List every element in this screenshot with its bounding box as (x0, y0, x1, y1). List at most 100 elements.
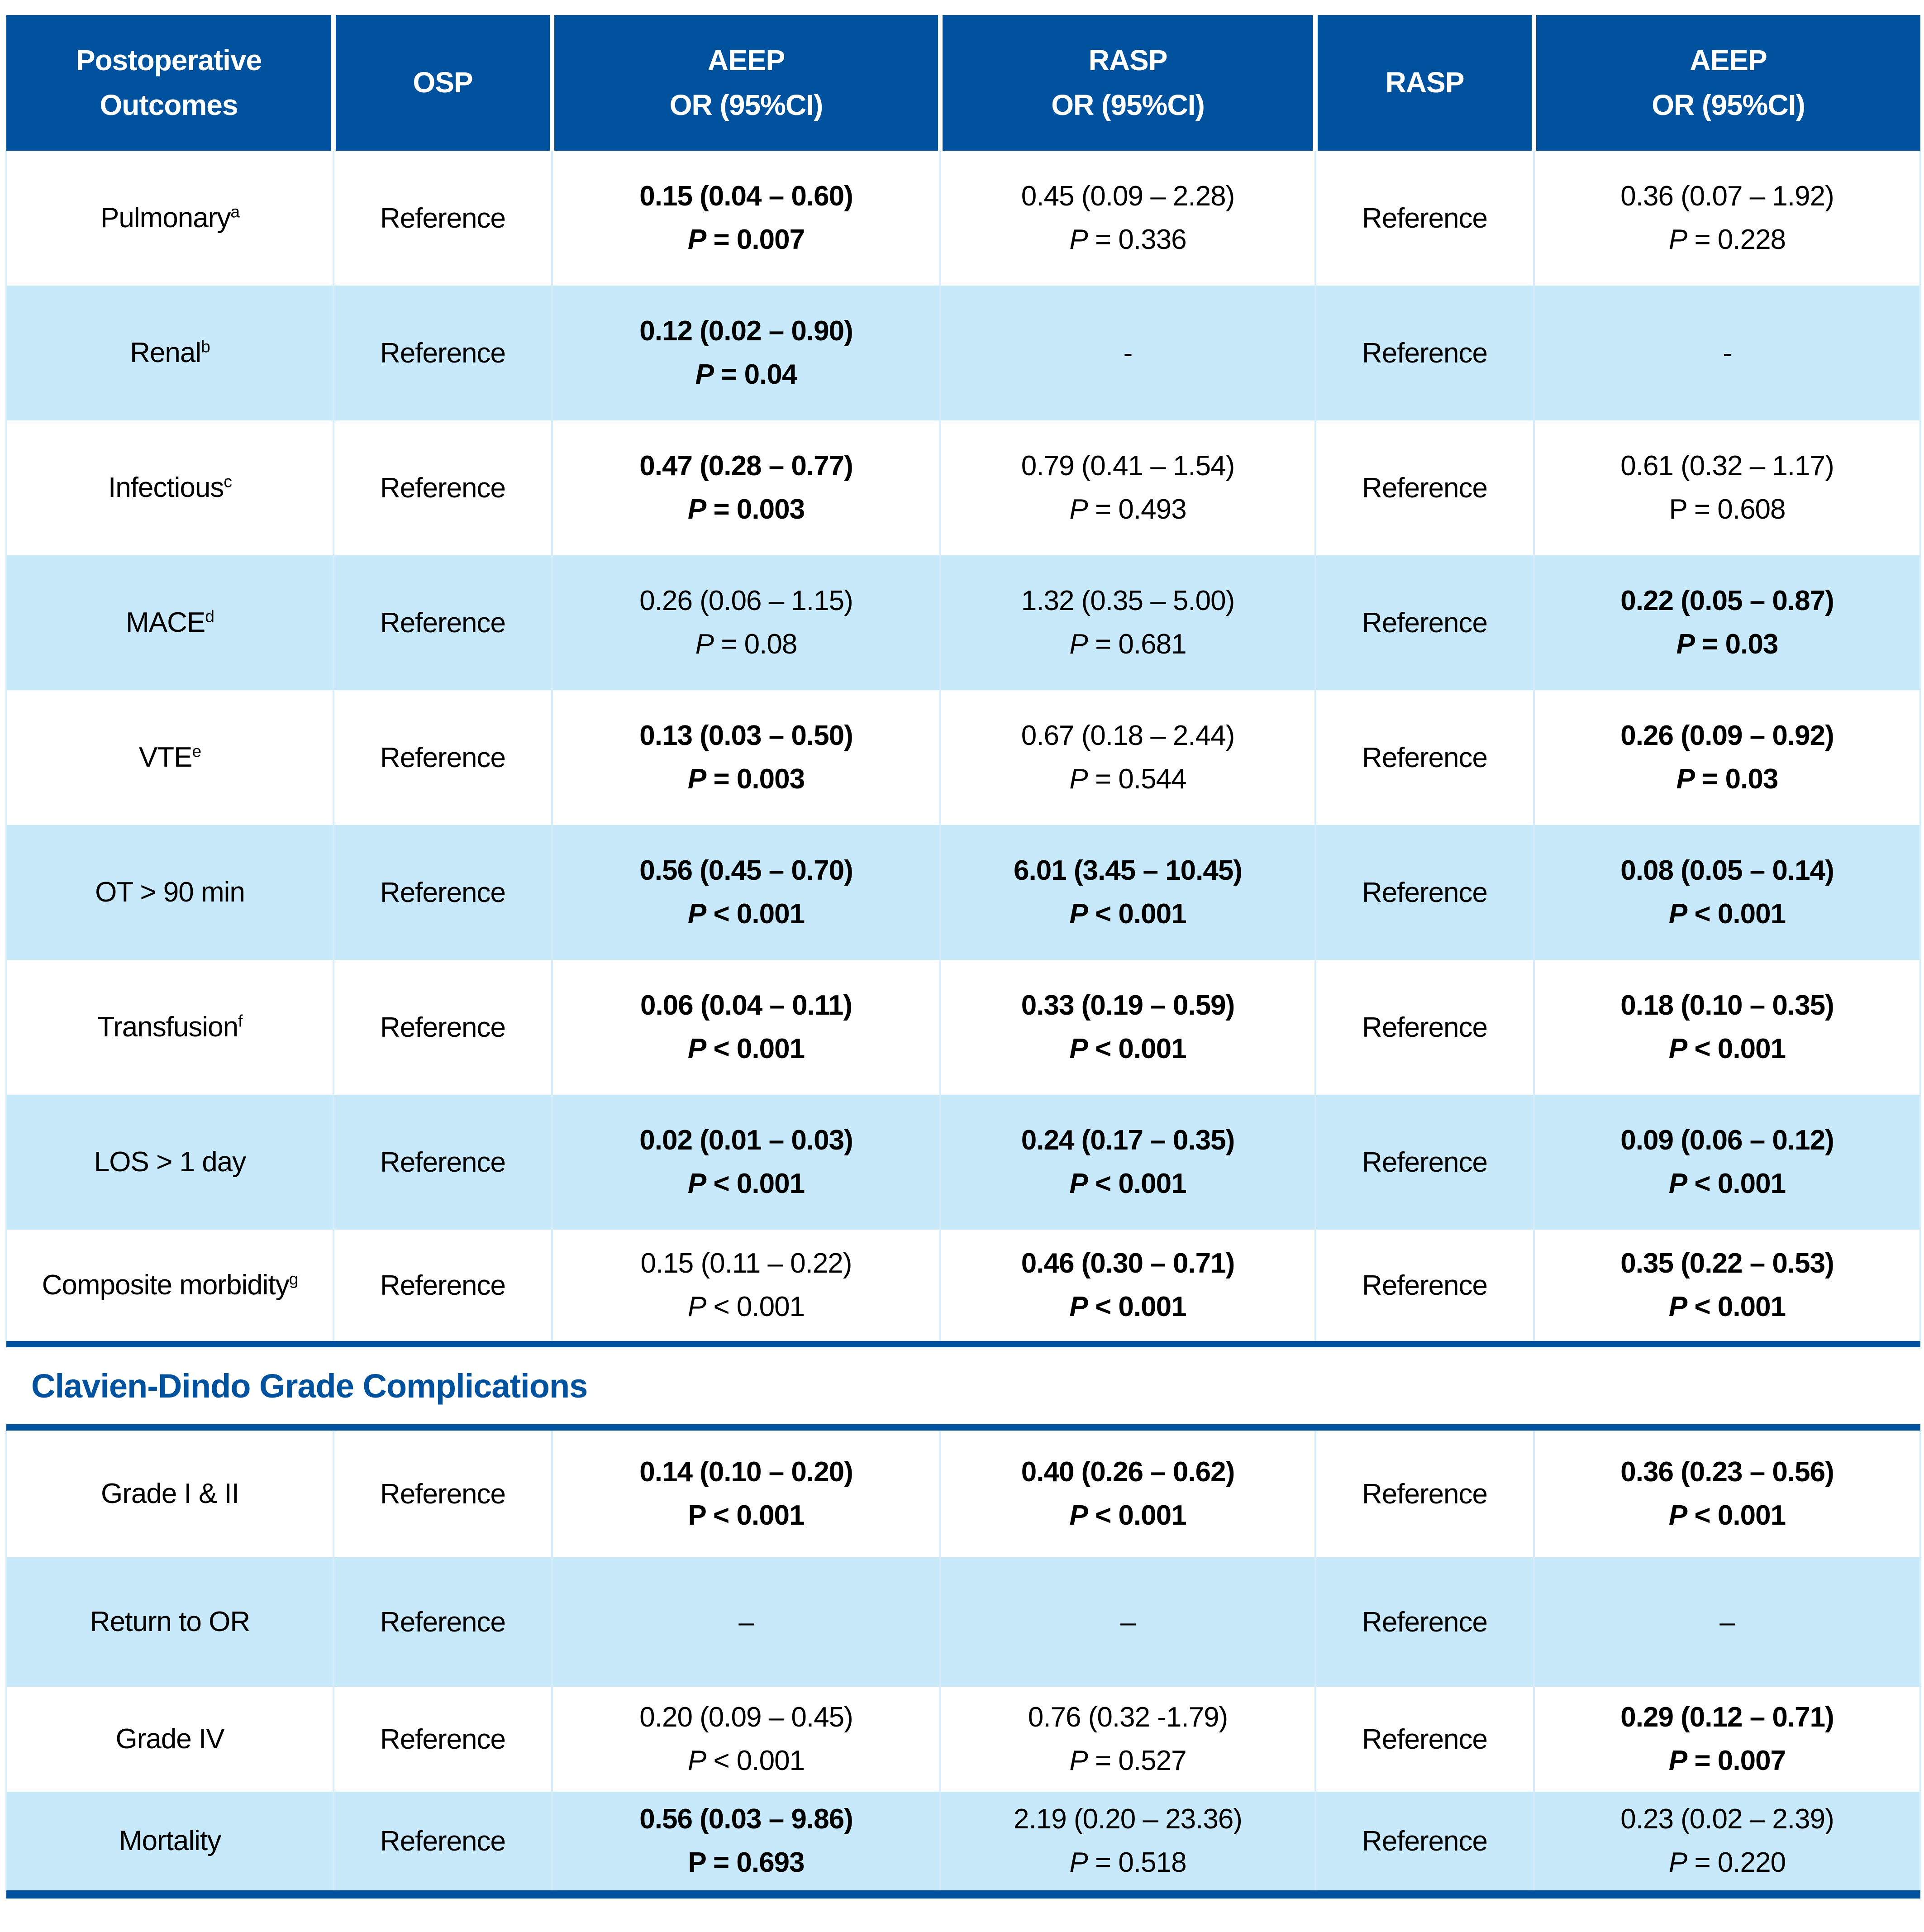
reference-cell: Reference (333, 960, 553, 1095)
or-ci-cell: – (1533, 1557, 1921, 1687)
outcome-label: VTE (138, 742, 193, 773)
or-ci-cell: 0.15 (0.11 – 0.22) P < 0.001 (551, 1230, 941, 1341)
reference-cell: Reference (1314, 960, 1535, 1095)
or-value: 0.26 (0.06 – 1.15) (639, 585, 853, 616)
outcome-cell: Mortality (5, 1792, 334, 1890)
or-ci-cell: 1.32 (0.35 – 5.00) P = 0.681 (939, 555, 1316, 690)
or-ci-cell: 0.29 (0.12 – 0.71) P = 0.007 (1533, 1687, 1921, 1792)
outcome-footnote-mark: a (230, 202, 240, 221)
or-value: 0.24 (0.17 – 0.35) (1021, 1125, 1235, 1156)
outcome-cell: Transfusionf (5, 960, 334, 1095)
p-value: P = 0.007 (1668, 1745, 1786, 1776)
p-value: P < 0.001 (1668, 1168, 1786, 1199)
p-value: P = 0.03 (1676, 763, 1779, 795)
p-symbol: P (1069, 494, 1088, 525)
column-header: AEEP OR (95%CI) (1534, 15, 1920, 151)
reference-cell: Reference (333, 1557, 553, 1687)
p-value: P = 0.003 (687, 494, 805, 525)
table-row: Infectiousc Reference 0.47 (0.28 – 0.77) P … (5, 420, 1921, 555)
reference-cell: Reference (1314, 555, 1535, 690)
or-ci-cell: 0.79 (0.41 – 1.54) P = 0.493 (939, 420, 1316, 555)
table-row: Grade IV Reference 0.20 (0.09 – 0.45) P < 0… (5, 1687, 1921, 1792)
outcome-cell: LOS > 1 day (5, 1095, 334, 1230)
outcome-cell: Renalb (5, 286, 334, 420)
outcome-cell: Return to OR (5, 1557, 334, 1687)
p-value: P = 0.518 (1069, 1847, 1186, 1878)
p-value: P < 0.001 (687, 1291, 805, 1322)
or-value: 0.23 (0.02 – 2.39) (1620, 1803, 1834, 1835)
p-value: P = 0.336 (1069, 224, 1186, 255)
outcome-cell: Composite morbidityg (5, 1230, 334, 1341)
section-divider-top-cell (6, 1341, 1920, 1347)
p-value: P < 0.001 (687, 1745, 805, 1776)
reference-cell: Reference (333, 151, 553, 286)
p-symbol: P (687, 224, 706, 255)
p-value: P < 0.001 (1069, 898, 1186, 930)
table-bottom-border-cell (6, 1890, 1920, 1899)
or-ci-cell: - (1533, 286, 1921, 420)
reference-cell: Reference (333, 1431, 553, 1557)
or-ci-cell: 0.12 (0.02 – 0.90) P = 0.04 (551, 286, 941, 420)
or-value: 0.35 (0.22 – 0.53) (1620, 1248, 1834, 1279)
outcome-label: Transfusion (97, 1011, 239, 1043)
or-ci-cell: – (939, 1557, 1316, 1687)
or-value: 0.26 (0.09 – 0.92) (1620, 720, 1834, 751)
or-value: 0.56 (0.03 – 9.86) (639, 1803, 853, 1835)
p-value: P = 0.608 (1669, 494, 1786, 525)
outcome-label: Grade I & II (100, 1478, 239, 1510)
column-header: RASP (1315, 15, 1536, 151)
column-header: OSP (333, 15, 554, 151)
p-symbol: P (1668, 1745, 1687, 1776)
p-value: P = 0.228 (1668, 224, 1786, 255)
or-value: 0.12 (0.02 – 0.90) (639, 315, 853, 347)
or-ci-cell: 0.61 (0.32 – 1.17) P = 0.608 (1533, 420, 1921, 555)
or-ci-cell: 0.36 (0.07 – 1.92) P = 0.228 (1533, 151, 1921, 286)
dash-value: – (1120, 1606, 1136, 1638)
column-header: RASP OR (95%CI) (940, 15, 1318, 151)
p-value: P = 0.007 (687, 224, 805, 255)
outcome-label: OT > 90 min (95, 877, 245, 908)
dash-value: - (1123, 337, 1133, 369)
or-value: 1.32 (0.35 – 5.00) (1021, 585, 1235, 616)
p-symbol: P (1668, 1500, 1687, 1531)
table-row: Return to OR Reference – – Reference – (5, 1557, 1921, 1687)
dash-value: – (1719, 1606, 1735, 1638)
outcome-label: Composite morbidity (42, 1269, 290, 1301)
p-value: P < 0.001 (1668, 1033, 1786, 1064)
or-ci-cell: 0.33 (0.19 – 0.59) P < 0.001 (939, 960, 1316, 1095)
p-value: P < 0.001 (1069, 1500, 1186, 1531)
or-ci-cell: 0.15 (0.04 – 0.60) P = 0.007 (551, 151, 941, 286)
reference-cell: Reference (333, 690, 553, 825)
table-row: LOS > 1 day Reference 0.02 (0.01 – 0.03) P … (5, 1095, 1921, 1230)
or-value: 0.14 (0.10 – 0.20) (639, 1456, 853, 1488)
p-symbol: P (687, 1033, 706, 1064)
p-symbol: P (1069, 629, 1088, 660)
p-value: P < 0.001 (1668, 1291, 1786, 1322)
or-value: 0.09 (0.06 – 0.12) (1620, 1125, 1834, 1156)
or-ci-cell: 0.09 (0.06 – 0.12) P < 0.001 (1533, 1095, 1921, 1230)
column-header: Postoperative Outcomes (6, 15, 336, 151)
or-ci-cell: 0.22 (0.05 – 0.87) P = 0.03 (1533, 555, 1921, 690)
outcome-label: LOS > 1 day (94, 1146, 246, 1178)
p-symbol: P (695, 629, 714, 660)
or-ci-cell: - (939, 286, 1316, 420)
table-row: Renalb Reference 0.12 (0.02 – 0.90) P = 0.0… (5, 286, 1921, 420)
reference-cell: Reference (333, 1792, 553, 1890)
table-row: VTEe Reference 0.13 (0.03 – 0.50) P = 0.003… (5, 690, 1921, 825)
p-symbol: P (1668, 1033, 1687, 1064)
section-header: Clavien-Dindo Grade Complications (6, 1347, 1920, 1424)
reference-cell: Reference (333, 420, 553, 555)
p-symbol: P (1069, 1500, 1088, 1531)
p-symbol: P (1069, 1291, 1088, 1322)
or-value: 0.08 (0.05 – 0.14) (1620, 855, 1834, 886)
p-value: P = 0.493 (1069, 494, 1186, 525)
section-divider-bottom-cell (6, 1424, 1920, 1431)
reference-cell: Reference (333, 286, 553, 420)
reference-cell: Reference (1314, 1792, 1535, 1890)
or-value: 0.76 (0.32 -1.79) (1028, 1702, 1228, 1733)
p-symbol: P (1668, 224, 1687, 255)
p-value: P = 0.693 (688, 1847, 805, 1878)
or-ci-cell: 0.47 (0.28 – 0.77) P = 0.003 (551, 420, 941, 555)
p-symbol: P (1069, 763, 1088, 795)
reference-cell: Reference (1314, 1431, 1535, 1557)
